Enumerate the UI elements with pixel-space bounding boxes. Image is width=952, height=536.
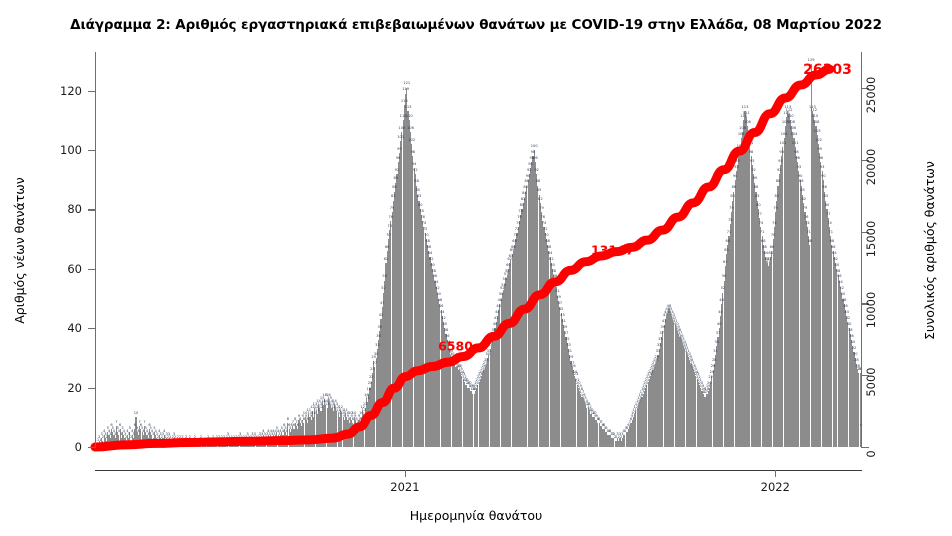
- y-axis-right-title: Συνολικός αριθμός θανάτων: [920, 52, 938, 448]
- y-axis-left-tick: [88, 268, 96, 271]
- y-axis-right-tick: [861, 303, 869, 305]
- y-axis-left-tick-label: 0: [74, 440, 82, 454]
- y-axis-left-tick: [88, 150, 96, 152]
- y-axis-right-tick-label: 5000: [864, 367, 878, 397]
- y-axis-left-tick-label: 40: [67, 321, 82, 336]
- y-axis-left-tick-label: 120: [60, 83, 82, 98]
- page-title: Διάγραμμα 2: Αριθμός εργαστηριακά επιβεβ…: [70, 17, 882, 33]
- y-axis-left-spine: [95, 52, 97, 448]
- y-axis-right-tick: [861, 87, 869, 90]
- y-axis-right-title-text: Συνολικός αριθμός θανάτων: [921, 160, 937, 340]
- y-axis-left-tick: [88, 387, 96, 389]
- plot-area: [95, 52, 862, 447]
- y-axis-left-title-text: Αριθμός νέων θανάτων: [11, 176, 27, 324]
- y-axis-right-tick-label: 10000: [864, 292, 878, 329]
- x-axis-title: Ημερομηνία θανάτου: [409, 508, 543, 523]
- x-axis-tick: [775, 470, 777, 477]
- y-axis-left-tick-label: 100: [60, 143, 82, 157]
- x-axis-tick-label: 2022: [760, 480, 790, 494]
- y-axis-right-tick-label: 0: [864, 450, 878, 458]
- y-axis-right-tick-label: 15000: [864, 220, 878, 257]
- y-axis-right-tick-label: 25000: [864, 76, 878, 114]
- y-axis-left-tick: [88, 90, 96, 92]
- x-axis-spine: [95, 470, 862, 472]
- y-axis-left-tick-label: 60: [67, 261, 82, 276]
- y-axis-left-tick: [88, 209, 96, 211]
- y-axis-left-tick: [88, 328, 96, 330]
- y-axis-left-title: Αριθμός νέων θανάτων: [10, 52, 28, 448]
- x-axis-tick-label: 2021: [390, 480, 420, 494]
- x-axis-tick: [404, 470, 407, 477]
- y-axis-left-tick-label: 20: [67, 380, 82, 395]
- y-axis-right-spine: [861, 52, 863, 448]
- y-axis-right-tick-label: 20000: [864, 148, 878, 185]
- y-axis-left-tick: [88, 447, 96, 449]
- y-axis-right-tick: [861, 447, 869, 449]
- y-axis-right-tick: [861, 231, 869, 233]
- y-axis-right-tick: [861, 159, 869, 161]
- y-axis-right-tick: [861, 375, 869, 377]
- y-axis-left-tick-label: 80: [67, 202, 82, 217]
